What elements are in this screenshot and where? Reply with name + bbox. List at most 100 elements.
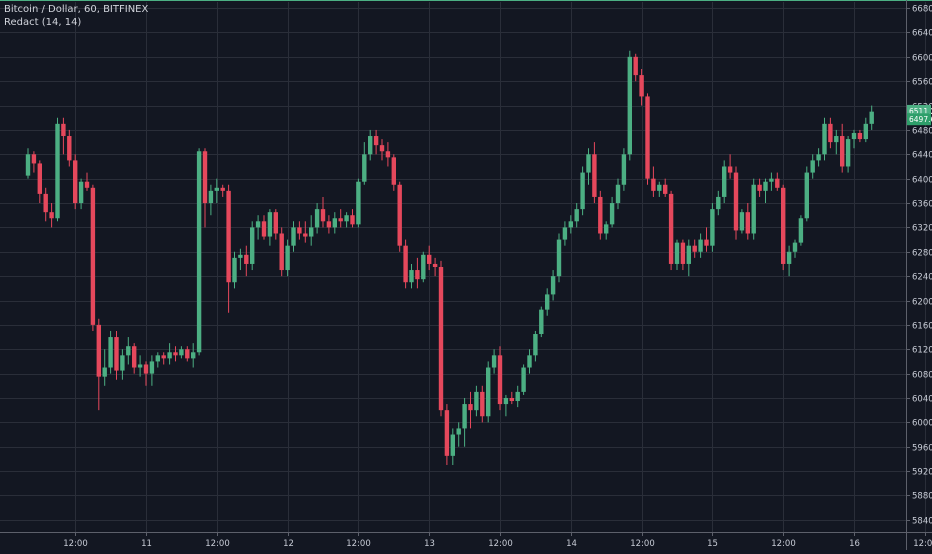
candle-body [533, 334, 538, 356]
x-tick-label: 11 [141, 539, 152, 549]
candle-body [580, 172, 585, 210]
candle-body [356, 181, 361, 225]
candle-body [320, 209, 326, 222]
candle-down [297, 221, 302, 240]
candle-down [31, 151, 37, 173]
candle-down [161, 352, 166, 365]
y-tick-label: 5920.0 [912, 468, 932, 478]
candle-body [421, 254, 426, 280]
candle-body [155, 355, 160, 362]
candle-up [739, 209, 745, 234]
candle-down [480, 385, 485, 423]
candle-up [474, 385, 479, 417]
candle-up [314, 203, 320, 234]
candle-body [403, 245, 408, 283]
candle-up [722, 160, 727, 204]
candle-up [674, 239, 680, 271]
candle-down [680, 239, 686, 271]
candle-body [834, 136, 839, 143]
candle-down [663, 178, 668, 197]
candle-down [692, 239, 697, 258]
y-tick-label: 5840.0 [912, 517, 932, 527]
chart-legend: Bitcoin / Dollar, 60, BITFINEX Redact (1… [4, 3, 148, 29]
candle-body [491, 355, 497, 368]
candle-body [468, 404, 473, 411]
candle-up [615, 178, 621, 210]
candle-body [562, 227, 568, 240]
candle-body [350, 215, 355, 225]
candle-body [727, 166, 733, 173]
y-tick-label: 6280.0 [912, 249, 932, 259]
time-axis[interactable]: 12:00 11 12:00 12 12:00 13 12:00 14 12:00 15 12:00… [0, 532, 932, 549]
candle-body [444, 410, 450, 456]
candle-body [639, 75, 644, 97]
x-tick-label: 14 [566, 539, 577, 549]
candle-body [137, 364, 143, 368]
x-tick-label: 12:00 [488, 539, 513, 549]
candle-body [739, 212, 745, 231]
candle-body [185, 349, 190, 359]
y-tick-label: 6680.0 [912, 5, 932, 15]
candle-up [462, 397, 467, 447]
candle-up [863, 117, 868, 143]
price-axis[interactable]: 6680.06640.06600.06560.06520.06480.06440… [906, 0, 932, 550]
x-tick-label: 15 [707, 539, 718, 549]
y-tick-label: 6120.0 [912, 346, 932, 356]
candle-up [769, 172, 774, 191]
candle-up [609, 196, 615, 228]
candle-up [545, 288, 550, 316]
candle-up [580, 166, 585, 216]
x-tick-label: 12:00 [913, 539, 932, 549]
candle-body [775, 178, 780, 188]
candle-body [527, 355, 532, 368]
candle-up [533, 330, 538, 362]
candle-body [509, 397, 514, 402]
candle-down [226, 184, 231, 313]
y-tick-label: 6160.0 [912, 322, 932, 332]
y-tick-label: 6000.0 [912, 419, 932, 429]
candle-up [851, 129, 857, 149]
x-tick-label: 13 [424, 539, 435, 549]
candle-up [267, 209, 273, 246]
candle-up [250, 221, 255, 271]
candle-up [627, 50, 632, 161]
candle-up [179, 346, 184, 359]
candle-down [857, 129, 863, 143]
candle-body [869, 111, 874, 124]
candle-up [686, 239, 691, 277]
candle-body [592, 154, 597, 197]
candle-up [356, 178, 361, 228]
candle-up [822, 117, 827, 161]
y-tick-label: 5960.0 [912, 444, 932, 454]
candle-body [344, 215, 349, 222]
candle-up [208, 184, 214, 216]
candle-body [191, 352, 196, 359]
candle-up [309, 215, 314, 246]
candle-body [598, 196, 603, 234]
candle-down [61, 117, 66, 155]
candle-body [391, 157, 396, 185]
candle-body [657, 184, 662, 191]
candle-up [344, 212, 349, 228]
candle-up [285, 239, 290, 277]
candle-down [397, 181, 402, 252]
candle-body [609, 203, 615, 225]
candle-body [161, 355, 166, 359]
candle-body [798, 218, 804, 243]
candle-up [149, 355, 155, 386]
candle-body [226, 190, 231, 283]
candle-body [385, 151, 391, 158]
candle-body [474, 391, 479, 411]
x-tick-label: 12:00 [771, 539, 796, 549]
candle-body [96, 324, 101, 377]
candle-up [491, 349, 497, 374]
y-tick-label: 6360.0 [912, 200, 932, 210]
indicator-title: Redact (14, 14) [4, 17, 82, 28]
candle-up [25, 148, 31, 179]
candle-body [362, 154, 367, 182]
candle-body [851, 132, 857, 140]
candle-up [515, 385, 520, 408]
candle-up [810, 154, 815, 179]
candle-body [149, 361, 155, 374]
